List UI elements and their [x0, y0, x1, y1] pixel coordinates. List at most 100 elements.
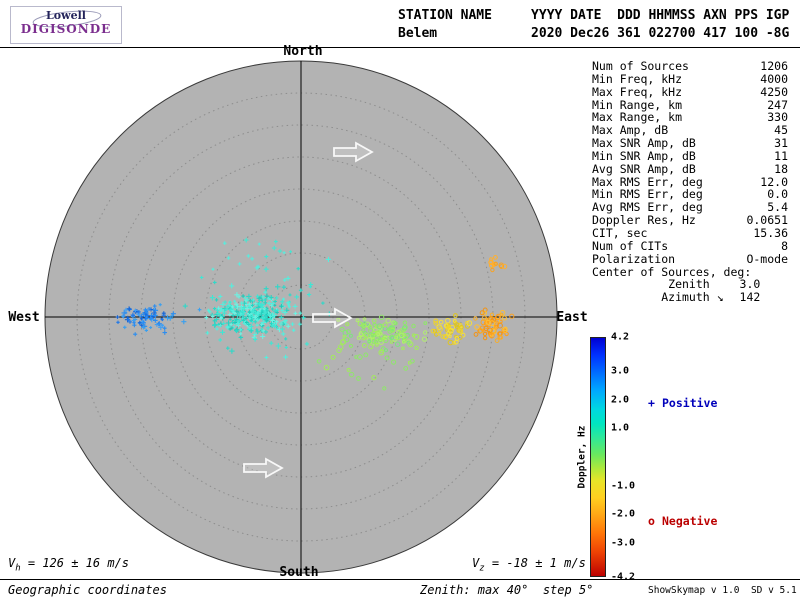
source-point — [494, 322, 500, 328]
source-point — [454, 336, 460, 341]
source-point — [127, 307, 132, 312]
source-point — [355, 318, 360, 323]
source-point — [181, 319, 187, 325]
stat-label: Min Range, km — [592, 97, 683, 112]
source-point — [256, 311, 261, 317]
source-point — [239, 328, 243, 332]
source-point — [240, 309, 246, 314]
header-column-titles: STATION NAME YYYY DATE DDD HHMMSS AXN PP… — [398, 8, 790, 23]
drift-arrow — [243, 457, 284, 479]
logo-orbit-icon — [32, 10, 102, 28]
source-point — [123, 325, 127, 330]
source-point — [243, 296, 247, 300]
source-point — [116, 320, 120, 324]
source-point — [371, 375, 377, 381]
source-point — [336, 347, 342, 354]
source-point — [448, 334, 452, 339]
stat-value: 0.0651 — [746, 213, 788, 228]
source-point — [363, 352, 369, 358]
source-point — [323, 364, 330, 371]
stat-label: Azimuth ↘ — [592, 290, 724, 305]
source-point — [275, 284, 281, 290]
stat-label: Max SNR Amp, dB — [592, 136, 696, 151]
source-point — [330, 354, 336, 360]
source-point — [488, 260, 494, 265]
source-point — [357, 321, 363, 327]
source-point — [253, 337, 258, 342]
source-point — [401, 346, 405, 351]
stat-label: Polarization — [592, 251, 676, 266]
source-point — [227, 312, 232, 317]
source-point — [489, 312, 495, 317]
source-point — [399, 332, 405, 338]
stat-label: Max Freq, kHz — [592, 84, 683, 99]
source-point — [264, 254, 269, 259]
stat-value: 12.0 — [760, 174, 788, 189]
source-point — [264, 355, 269, 360]
source-point — [298, 288, 303, 293]
source-point — [220, 329, 226, 335]
stat-row: Max Amp, dB 45 — [592, 124, 788, 137]
stat-row: Num of Sources 1206 — [592, 60, 788, 73]
source-point — [250, 309, 255, 314]
source-point — [229, 308, 232, 312]
source-point — [236, 318, 242, 324]
source-point — [443, 335, 448, 340]
stat-row: Avg RMS Err, deg 5.4 — [592, 201, 788, 214]
source-point — [285, 300, 291, 305]
source-point — [485, 319, 491, 325]
source-point — [280, 308, 284, 313]
stat-row: Max Range, km 330 — [592, 111, 788, 124]
source-point — [221, 321, 226, 326]
source-point — [234, 292, 240, 298]
stat-row: Max SNR Amp, dB 31 — [592, 137, 788, 150]
source-point — [232, 325, 236, 329]
colorbar-axis-title: Doppler, Hz — [576, 425, 588, 489]
vz-value: = -18 ± 1 m/s — [484, 556, 586, 570]
source-point — [498, 335, 504, 340]
source-point — [273, 239, 278, 244]
source-point — [228, 300, 232, 304]
source-point — [223, 300, 227, 304]
colorbar-tick: 3.0 — [611, 365, 630, 377]
source-point — [383, 348, 388, 353]
source-point — [367, 339, 372, 344]
source-point — [339, 326, 345, 332]
source-point — [204, 315, 209, 320]
source-point — [479, 310, 485, 316]
coordinates-note: Geographic coordinates — [8, 583, 167, 597]
stat-label: Center of Sources, deg: — [592, 264, 752, 279]
source-point — [402, 320, 408, 326]
drift-arrow — [312, 307, 353, 329]
source-point — [378, 314, 385, 320]
stat-row: Min SNR Amp, dB 11 — [592, 150, 788, 163]
source-point — [286, 324, 291, 329]
source-point — [263, 298, 268, 302]
source-point — [357, 354, 363, 360]
source-point — [395, 341, 401, 347]
source-point — [499, 264, 504, 269]
source-point — [433, 329, 437, 333]
colorbar-tick: -4.2 — [611, 571, 636, 583]
source-point — [239, 306, 244, 312]
source-point — [452, 319, 457, 323]
stat-value: 3.0 — [739, 277, 788, 292]
source-point — [253, 306, 257, 310]
source-point — [499, 312, 504, 317]
source-point — [473, 316, 478, 321]
source-point — [237, 262, 242, 266]
source-point — [233, 299, 236, 303]
source-point — [212, 322, 218, 328]
source-point — [474, 324, 480, 330]
source-point — [473, 332, 479, 337]
source-point — [390, 335, 395, 340]
source-point — [403, 366, 409, 371]
horizontal-velocity-readout: Vh = 126 ± 16 m/s — [8, 556, 129, 573]
source-point — [282, 278, 287, 282]
vertical-velocity-readout: Vz = -18 ± 1 m/s — [472, 556, 586, 573]
source-point — [170, 311, 176, 317]
source-point — [361, 342, 367, 348]
source-point — [257, 302, 262, 307]
source-point — [438, 319, 444, 325]
west-label: West — [8, 310, 40, 325]
